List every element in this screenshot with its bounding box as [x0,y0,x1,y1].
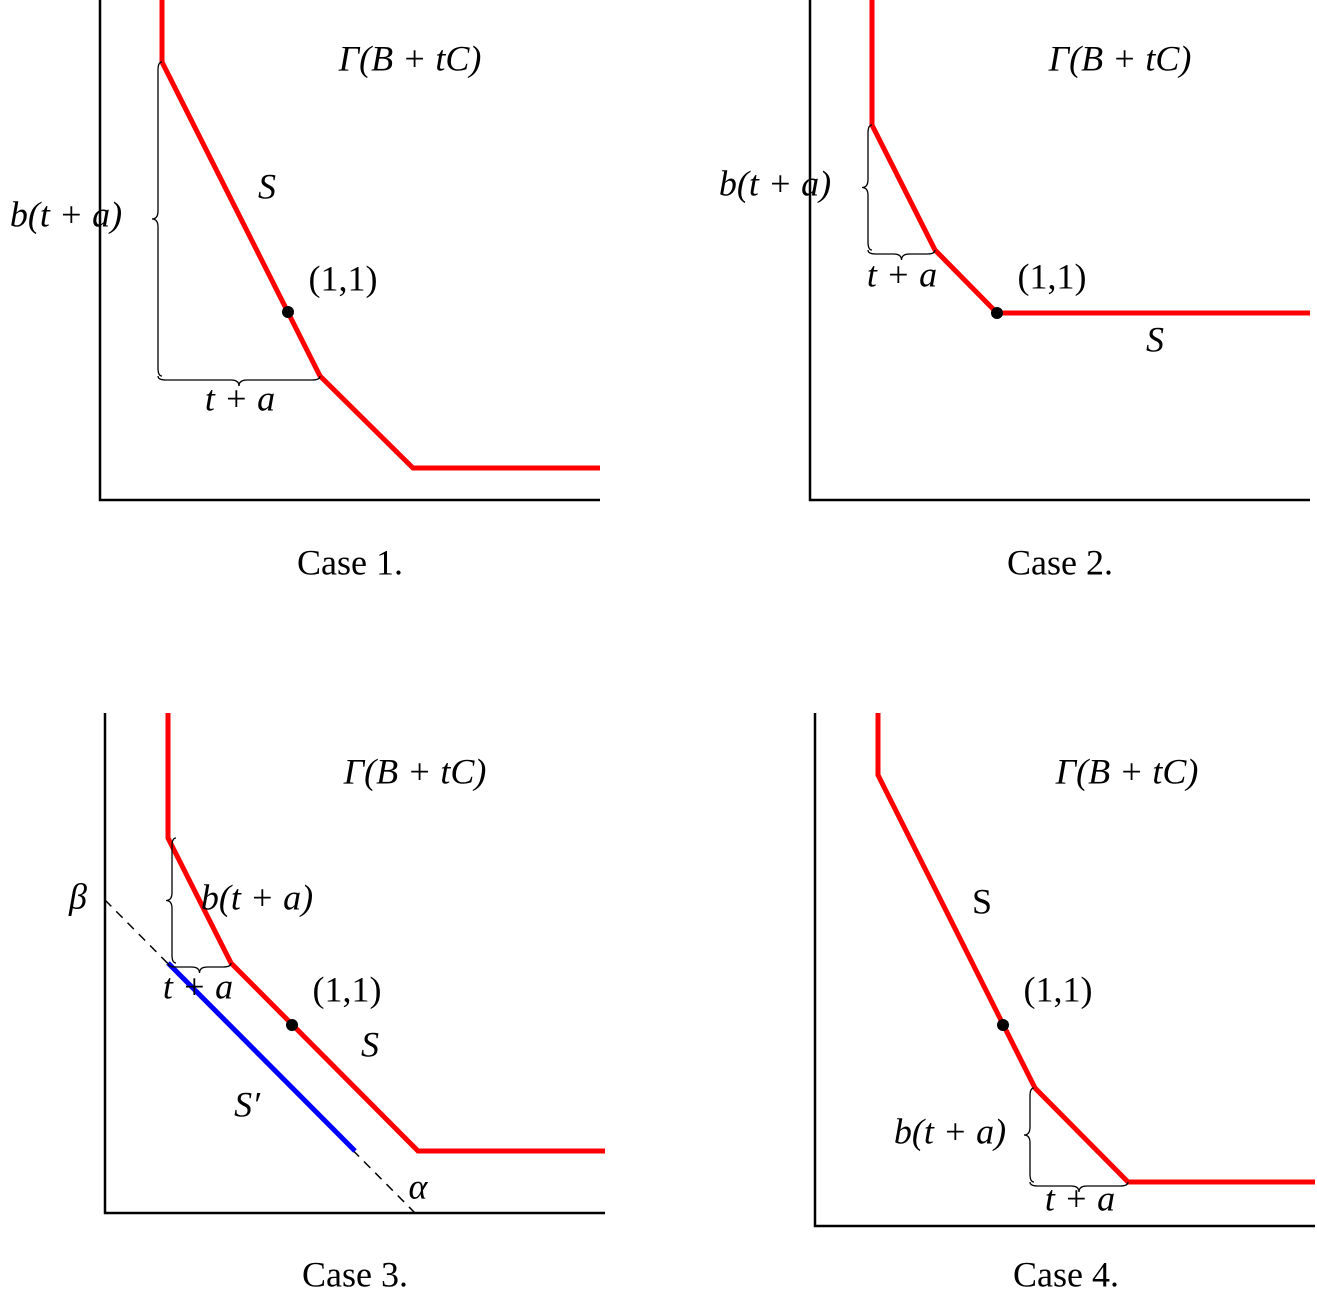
point [997,1019,1009,1031]
axes [813,713,1315,1228]
title: Γ(B + tC) [343,751,487,791]
brace [1029,1181,1129,1193]
caption: Case 2. [1007,542,1113,582]
vertical-brace-label: b(t + a) [894,1111,1006,1151]
brace [151,61,163,377]
axes [103,713,605,1215]
panel-case-4: Γ(B + tC) S (1,1) b(t + a) t + a Case 4. [813,713,1315,1291]
point [991,307,1003,319]
brace [165,837,177,964]
shifted-curve-label: S′ [234,1084,261,1124]
title: Γ(B + tC) [338,38,482,78]
point [282,306,294,318]
curve-label: S [361,1024,379,1064]
point-label: (1,1) [1018,256,1087,296]
curve-label: S [1146,319,1164,359]
curve-s [875,713,1315,1185]
horizontal-brace-label: t + a [867,254,937,294]
brace [157,375,321,387]
axes [98,0,600,502]
curve-label: S [258,166,276,206]
point [286,1019,298,1031]
title: Γ(B + tC) [1055,751,1199,791]
vertical-brace-label: b(t + a) [719,163,831,203]
point-label: (1,1) [309,258,378,298]
y-intercept-label: β [68,876,87,916]
brace [1023,1087,1035,1183]
curve-label: S [972,881,992,921]
brace [167,962,232,974]
panel-case-2: Γ(B + tC) S (1,1) b(t + a) t + a Case 2. [719,0,1310,582]
panel-case-1: Γ(B + tC) S (1,1) b(t + a) t + a Case 1. [10,0,600,582]
vertical-brace-label: b(t + a) [10,194,122,234]
point-label: (1,1) [313,969,382,1009]
brace [867,249,936,261]
curve-s-prime [166,961,357,1153]
point-label: (1,1) [1024,969,1093,1009]
brace [861,124,873,251]
horizontal-brace-label: t + a [163,966,233,1006]
title: Γ(B + tC) [1048,38,1192,78]
axes [808,0,1310,502]
caption: Case 4. [1013,1254,1119,1291]
horizontal-brace-label: t + a [1045,1178,1115,1218]
caption: Case 1. [297,542,403,582]
x-intercept-label: α [409,1166,429,1206]
panel-case-3: Γ(B + tC) S S′ (1,1) b(t + a) t + a β α … [68,713,605,1291]
braces [151,61,1129,1193]
vertical-brace-label: b(t + a) [201,877,313,917]
caption: Case 3. [302,1254,408,1291]
horizontal-brace-label: t + a [205,378,275,418]
